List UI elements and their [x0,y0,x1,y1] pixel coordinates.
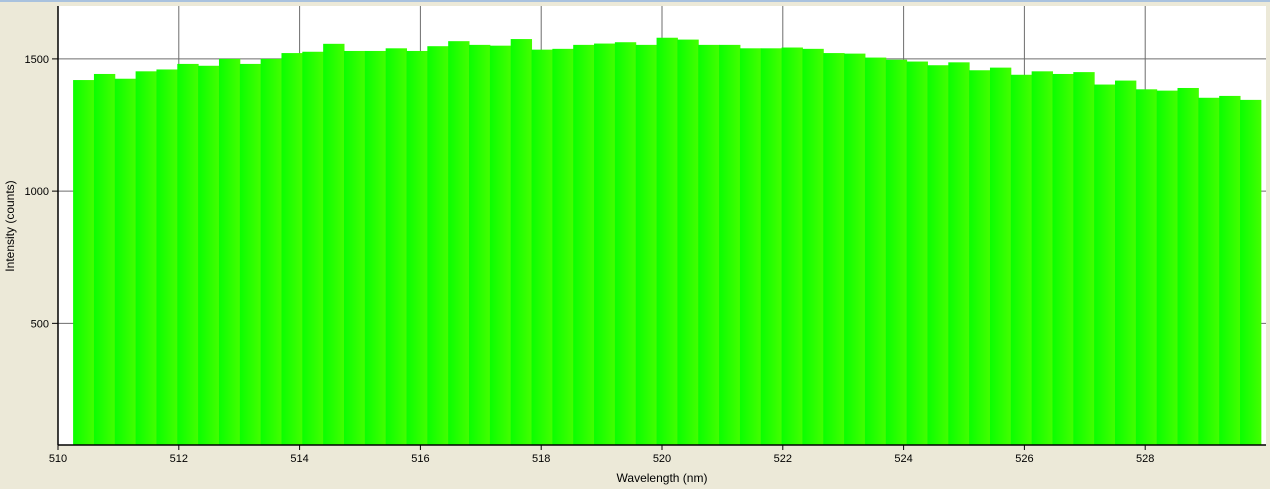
spectrum-bar [1219,95,1241,446]
spectrum-bar [448,41,470,446]
spectrum-bar [406,50,428,446]
y-axis-label: Intensity (counts) [3,180,17,271]
x-tick-label: 520 [653,453,671,465]
spectrum-bar [739,48,762,445]
spectrum-bar [1094,84,1116,445]
spectrum-bar [489,45,512,446]
spectrum-bar [552,48,574,446]
spectrum-bar [594,43,616,446]
spectrum-bar [927,65,949,445]
spectrum-bar [156,69,178,445]
spectrum-bar [781,47,803,446]
spectrum-bar [719,44,741,445]
spectrum-bar [906,61,928,446]
spectrum-bar [844,53,866,445]
x-tick-label: 518 [532,453,550,465]
spectrum-bar [198,65,220,446]
spectrum-bar [302,51,324,445]
spectrum-bar [1177,87,1199,445]
spectrum-bar [885,59,908,446]
spectrum-bar [260,58,282,445]
spectrum-bar [1135,89,1158,446]
y-tick-label: 500 [31,318,49,330]
spectrum-bar [510,39,533,446]
spectrum-bar [864,57,887,446]
x-tick-label: 510 [49,453,67,465]
spectrum-bar [1031,71,1053,446]
spectrum-bar [114,78,137,446]
spectrum-bar [469,44,491,445]
x-tick-label: 524 [894,453,912,465]
spectrum-bar [656,37,678,446]
spectrum-bar [989,67,1012,445]
x-tick-label: 526 [1015,453,1033,465]
spectrum-bar [1052,73,1074,445]
spectrum-bar [73,80,95,446]
spectrum-bar [1198,97,1220,445]
x-tick-label: 528 [1136,453,1154,465]
y-tick-label: 1500 [25,54,49,66]
y-tick-label: 1000 [25,186,49,198]
x-tick-label: 516 [411,453,429,465]
spectrum-bar [343,50,366,446]
spectrum-bar [614,42,637,446]
spectrum-bar [1156,90,1179,446]
spectrum-bar [802,48,824,446]
spectrum-bar [635,44,658,445]
spectrum-bar [364,50,387,446]
spectrum-bar [969,70,991,446]
spectrum-bar [1240,99,1262,445]
x-axis-label: Wavelength (nm) [617,471,708,485]
spectrum-bar [823,53,845,446]
spectrum-bar [218,58,241,445]
spectrum-bar [948,62,970,445]
x-tick-label: 514 [290,453,308,465]
spectrum-bar [760,48,783,445]
spectrum-bar [1010,74,1033,445]
spectrum-bar [573,44,595,445]
spectrum-bar [281,53,303,446]
spectrum-bar [531,49,553,445]
spectrum-bar [698,44,720,445]
spectrum-bar [1073,72,1095,446]
spectrum-bar [239,63,262,446]
spectrum-bar [323,43,345,445]
spectrum-bar [385,48,408,445]
window-top-border [0,0,1270,2]
spectrum-bar [93,73,116,445]
x-tick-label: 522 [774,453,792,465]
spectrum-bar [427,46,449,445]
spectrum-bar [677,39,699,445]
spectrum-bar [177,63,199,446]
spectrum-bar [135,71,157,446]
spectrum-bar [1115,80,1137,445]
x-tick-label: 512 [170,453,188,465]
